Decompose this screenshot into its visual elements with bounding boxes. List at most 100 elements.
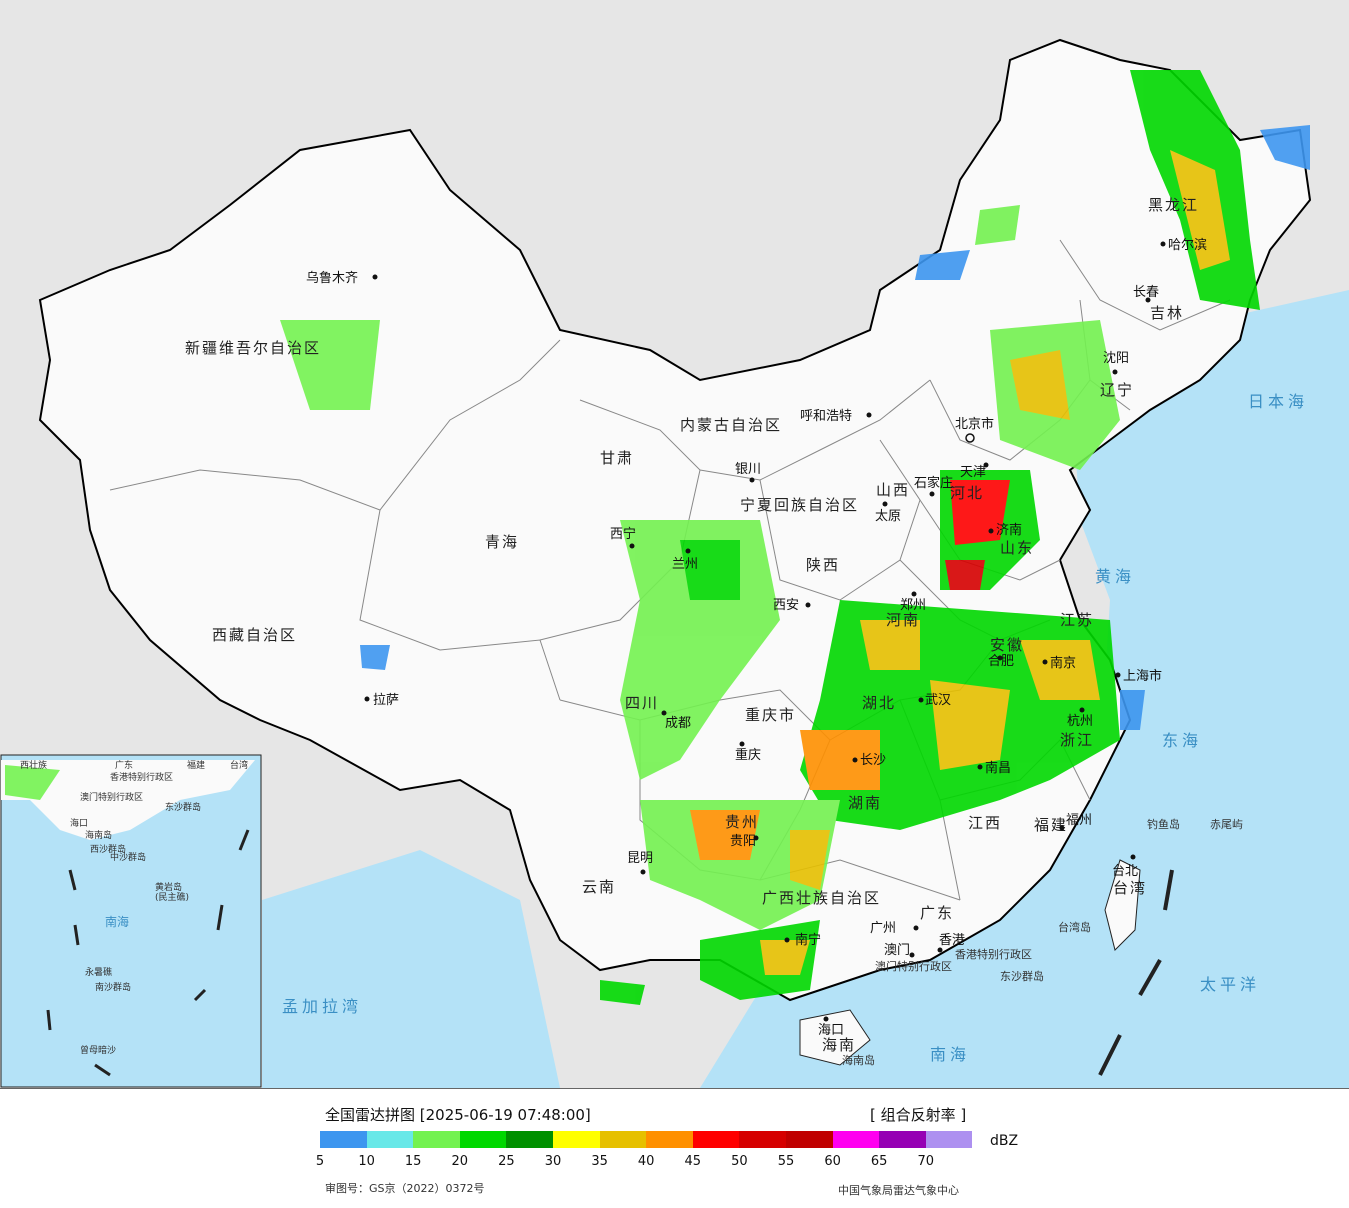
south-china-sea-inset: 西壮族 广东 福建 台湾 香港特别行政区 澳门特别行政区 东沙群岛 海口 海南岛… xyxy=(0,754,262,1088)
inset-label: 海南岛 xyxy=(85,829,112,841)
region-label: 湖北 xyxy=(862,694,896,712)
sea-label: 南海 xyxy=(930,1045,970,1064)
color-bar-cell xyxy=(879,1131,926,1148)
city-labels: 乌鲁木齐 拉萨 西宁 兰州 银川 呼和浩特 北京市 天津 石家庄 太原 济南 郑… xyxy=(306,237,1207,1038)
city-label: 济南 xyxy=(996,522,1022,538)
region-label: 四川 xyxy=(625,694,659,712)
region-label: 甘肃 xyxy=(600,449,634,467)
city-label: 杭州 xyxy=(1067,714,1093,729)
city-label: 西宁 xyxy=(610,526,636,542)
island-label: 东沙群岛 xyxy=(1000,969,1044,983)
region-label: 西藏自治区 xyxy=(212,626,297,644)
region-label: 重庆市 xyxy=(745,706,796,724)
tick-label: 25 xyxy=(498,1154,515,1169)
region-label: 陕西 xyxy=(806,556,840,574)
city-label: 重庆 xyxy=(735,747,761,763)
tick-label: 50 xyxy=(731,1154,748,1169)
color-bar-cell xyxy=(413,1131,460,1148)
hainan-island xyxy=(799,1009,871,1066)
inset-label: 台湾 xyxy=(230,759,248,771)
sea-labels: 日本海 黄海 东海 太平洋 南海 孟加拉湾 xyxy=(282,392,1304,1064)
region-label: 河北 xyxy=(950,484,984,502)
inset-label: 西壮族 xyxy=(20,759,47,771)
inset-label: 福建 xyxy=(187,759,205,771)
inset-label: 广东 xyxy=(115,759,133,771)
tick-label: 60 xyxy=(824,1154,841,1169)
region-label: 河南 xyxy=(886,611,920,629)
color-bar-cell xyxy=(785,1131,833,1148)
region-label: 山西 xyxy=(876,481,910,499)
color-bar-cell xyxy=(832,1131,880,1148)
tick-label: 10 xyxy=(358,1154,375,1169)
city-label: 海口 xyxy=(818,1023,844,1038)
source-credit: 中国气象局雷达气象中心 xyxy=(838,1184,959,1197)
region-label: 江西 xyxy=(968,814,1002,832)
color-bar-cell xyxy=(739,1131,786,1148)
inset-label: 南海 xyxy=(105,914,129,929)
inset-label: 曾母暗沙 xyxy=(80,1044,116,1056)
color-bar xyxy=(320,1131,973,1148)
inset-label: 黄岩岛 xyxy=(155,881,182,893)
city-label: 福州 xyxy=(1066,813,1092,828)
region-label: 广西壮族自治区 xyxy=(762,889,881,907)
region-label: 山东 xyxy=(1000,539,1034,557)
city-label: 南宁 xyxy=(795,932,821,948)
city-label: 银川 xyxy=(735,462,761,477)
region-label: 新疆维吾尔自治区 xyxy=(185,339,321,357)
city-label: 台北 xyxy=(1112,864,1138,879)
color-bar-cell xyxy=(366,1131,414,1148)
bay-of-bengal xyxy=(262,850,560,1088)
sea-label: 黄海 xyxy=(1095,567,1135,586)
region-label: 辽宁 xyxy=(1100,381,1134,399)
inset-label: 香港特别行政区 xyxy=(110,771,173,783)
city-label: 乌鲁木齐 xyxy=(306,270,358,286)
city-label: 哈尔滨 xyxy=(1168,237,1207,253)
tick-label: 45 xyxy=(684,1154,702,1169)
tick-label: 40 xyxy=(637,1154,655,1169)
city-label: 上海市 xyxy=(1123,668,1162,684)
approval-number: 审图号：GS京（2022）0372号 xyxy=(325,1182,485,1195)
city-label: 贵阳 xyxy=(730,834,756,849)
color-bar-cell xyxy=(506,1131,553,1148)
city-label: 香港 xyxy=(939,933,965,948)
region-label: 内蒙古自治区 xyxy=(680,416,782,434)
city-label: 合肥 xyxy=(988,654,1014,669)
island-label: 钓鱼岛 xyxy=(1147,817,1180,831)
color-bar-cell xyxy=(692,1131,740,1148)
city-label: 澳门 xyxy=(884,942,910,958)
city-label: 长沙 xyxy=(860,753,886,768)
color-bar-cell xyxy=(599,1131,647,1148)
region-label: 湖南 xyxy=(848,794,882,812)
island-label: 赤尾屿 xyxy=(1210,818,1243,831)
taiwan-island xyxy=(1104,859,1141,951)
island-label: 台湾岛 xyxy=(1058,920,1091,934)
city-label: 呼和浩特 xyxy=(800,409,852,424)
tick-label: 30 xyxy=(544,1154,562,1169)
city-label: 长春 xyxy=(1133,285,1159,300)
tick-label: 15 xyxy=(404,1154,422,1169)
color-bar-cell xyxy=(552,1131,600,1148)
region-labels: 新疆维吾尔自治区 西藏自治区 青海 甘肃 内蒙古自治区 黑龙江 吉林 辽宁 河北… xyxy=(185,196,1199,1054)
tick-label: 70 xyxy=(917,1154,935,1169)
inset-label: 澳门特别行政区 xyxy=(80,791,143,803)
color-bar-cell xyxy=(925,1131,973,1148)
pacific-ocean xyxy=(700,330,1349,1088)
city-label: 西安 xyxy=(773,598,799,613)
island-label: 香港特别行政区 xyxy=(955,947,1032,961)
tick-label: 20 xyxy=(451,1154,469,1169)
inset-label: 永暑礁 xyxy=(85,966,112,978)
map-canvas: 新疆维吾尔自治区 西藏自治区 青海 甘肃 内蒙古自治区 黑龙江 吉林 辽宁 河北… xyxy=(0,38,1349,1088)
color-bar-cell xyxy=(320,1131,367,1148)
tick-label: 55 xyxy=(777,1154,795,1169)
island-labels: 钓鱼岛 赤尾屿 台湾岛 东沙群岛 海南岛 香港特别行政区 澳门特别行政区 xyxy=(842,817,1243,1067)
region-label: 黑龙江 xyxy=(1148,196,1199,214)
city-label: 沈阳 xyxy=(1103,351,1129,366)
radar-map[interactable]: 新疆维吾尔自治区 西藏自治区 青海 甘肃 内蒙古自治区 黑龙江 吉林 辽宁 河北… xyxy=(0,0,1349,1089)
city-label: 太原 xyxy=(875,509,901,524)
sea-label: 孟加拉湾 xyxy=(282,997,362,1016)
region-label: 青海 xyxy=(485,533,519,551)
city-label: 南昌 xyxy=(985,760,1011,776)
city-label: 南京 xyxy=(1050,655,1076,671)
color-bar-cell xyxy=(459,1131,507,1148)
region-label: 海南 xyxy=(822,1036,856,1054)
